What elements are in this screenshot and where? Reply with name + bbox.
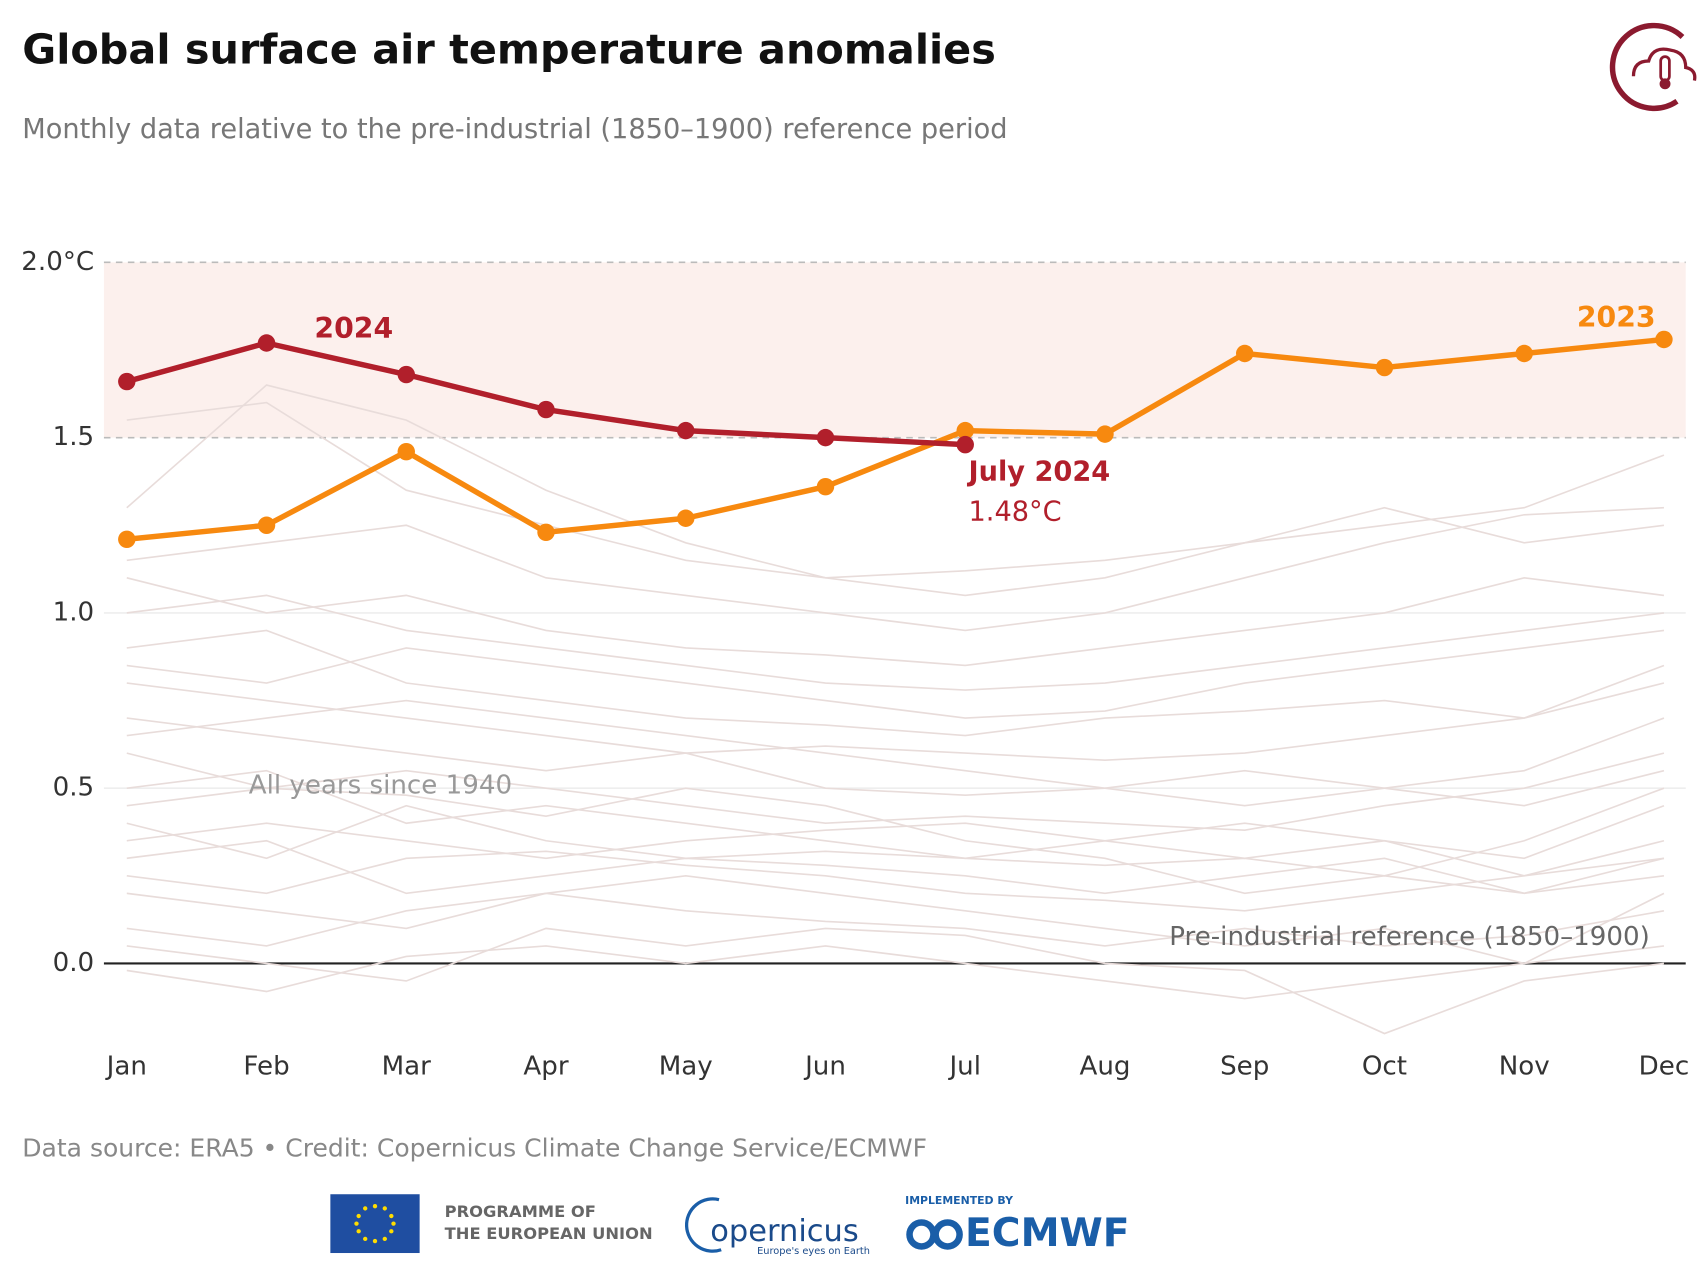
series-point [118,372,136,391]
series-point [397,442,415,461]
background-year-line [126,945,1665,1000]
y-tick-label: 0.5 [53,773,95,803]
x-tick-label: Mar [382,1051,432,1081]
background-year-line [126,699,1665,807]
ecmwf-logo: ECMWF [965,1211,1130,1256]
chart-title: Global surface air temperature anomalies [22,25,996,73]
series-point [118,530,136,548]
c3s-logo [1609,22,1697,111]
series-point [677,421,695,440]
latest-annotation: July 2024 [967,456,1111,487]
x-tick-label: Apr [523,1051,568,1081]
series-point [1375,358,1394,377]
eu-text: PROGRAMME OF [445,1202,596,1221]
background-year-line [126,577,1665,667]
eu-flag [330,1194,420,1254]
background-year-line [126,874,1665,965]
series-point [816,428,835,447]
series-point [677,509,695,527]
copernicus-tagline: Europe's eyes on Earth [757,1246,870,1257]
x-tick-label: Aug [1079,1051,1130,1081]
x-tick-label: Jul [947,1051,981,1081]
background-year-line [126,506,1664,632]
background-year-line [126,682,1665,761]
eu-text: THE EUROPEAN UNION [445,1224,653,1243]
series-point [1096,425,1114,443]
series-point [397,365,415,384]
background-year-line [126,594,1665,691]
background-year-line [126,787,1665,877]
source-note: Data source: ERA5 • Credit: Copernicus C… [22,1134,927,1163]
series-point [956,435,974,454]
background-year-line [126,401,1665,597]
background-year-line [126,839,1665,895]
copernicus-logo: opernicus [710,1214,858,1249]
background-year-line [126,822,1665,877]
series-line [126,336,1665,542]
background-year-line [126,384,1665,579]
implemented-by: IMPLEMENTED BY [905,1194,1013,1207]
x-tick-label: Dec [1639,1051,1690,1081]
x-tick-label: Jun [803,1051,846,1081]
background-year-line [126,787,1665,895]
series-point [257,516,276,534]
x-tick-label: Jan [105,1051,147,1081]
series-point [537,523,555,541]
reference-label: Pre-industrial reference (1850–1900) [1169,922,1650,952]
series-point [1515,344,1533,363]
background-year-line [126,752,1665,832]
series-point [537,400,555,419]
threshold-band [103,262,1686,438]
series-point [1236,344,1254,363]
y-tick-label: 1.5 [53,422,95,452]
x-tick-label: Sep [1220,1051,1269,1081]
background-year-line [126,927,1665,1035]
series-point [816,478,835,496]
background-label: All years since 1940 [249,770,512,800]
chart-subtitle: Monthly data relative to the pre-industr… [22,114,1007,145]
ecmwf-icon [906,1219,963,1250]
copernicus-c [684,1197,722,1253]
background-year-line [126,769,1665,860]
series-label: 2024 [314,312,393,345]
y-tick-label: 2.0°C [21,247,94,277]
x-tick-label: Nov [1499,1051,1550,1081]
x-tick-label: Oct [1362,1051,1407,1081]
background-year-line [126,717,1665,807]
series-point [956,421,974,440]
background-year-line [126,629,1665,737]
background-year-line [126,839,1665,912]
background-year-line [126,892,1665,947]
plot-area: 0.0 0.5 1.0 1.5 2.0°C All years since 1940 Pre… [21,247,1689,1082]
series-point [1655,330,1673,349]
background-year-line [126,629,1665,719]
y-tick-label: 0.0 [53,948,95,978]
y-tick-label: 1.0 [53,597,95,627]
x-tick-label: May [659,1051,713,1081]
series-point [257,334,276,352]
value-label: 1.48°C [969,497,1062,528]
x-tick-label: Feb [243,1051,289,1081]
series-label: 2023 [1577,301,1656,334]
